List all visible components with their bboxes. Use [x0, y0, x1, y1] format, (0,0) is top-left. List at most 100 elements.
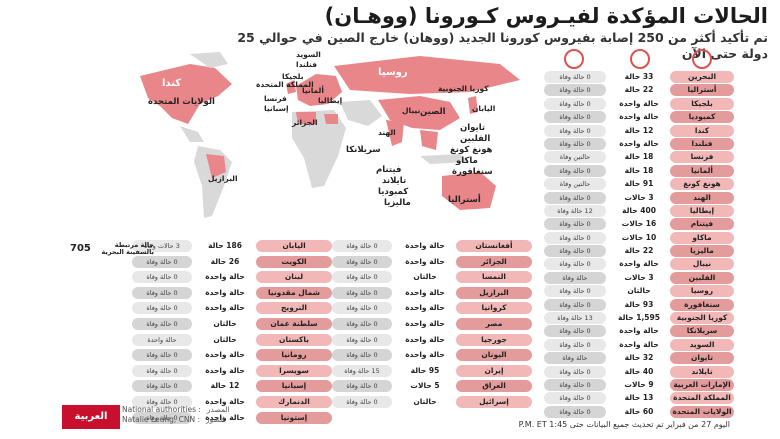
australia-shape [442, 172, 496, 210]
table-row: الإمارات العربية المتحدة 9 حالات 0 حالة وف… [534, 378, 734, 401]
country-cell: إيطاليا [670, 204, 734, 217]
photo-key: الصور [205, 415, 225, 424]
cases-cell: 22 حالة [624, 85, 654, 95]
cases-cell: حالة واحدة [205, 412, 245, 422]
table-row: سنغافورة 93 حالة 0 حالة وفاة [534, 298, 734, 312]
deaths-cell: 0 حالة وفاة [544, 97, 606, 110]
update-footer: اليوم 27 من فبراير تم تحديث جميع البيانا… [518, 420, 730, 429]
cases-cell: حالة واحدة [205, 287, 245, 297]
table-row: الدنمارك حالة واحدة 0 حالة وفاة [132, 395, 332, 412]
country-cell: العراق [456, 380, 532, 393]
deaths-cell: حالة وفاة [544, 271, 606, 284]
cases-cell: 18 حالة [624, 152, 654, 162]
country-cell: اليابان [256, 240, 332, 252]
map-label-france: فرنسا [264, 94, 287, 103]
country-cell: باكستان [256, 333, 332, 346]
deaths-cell: 0 حالة وفاة [544, 325, 606, 338]
country-cell: شمال مقدونيا [256, 286, 332, 299]
deaths-cell: 0 حالة وفاة [132, 349, 192, 362]
cases-cell: 18 حالة [624, 165, 654, 175]
country-cell: الجزائر [456, 255, 532, 268]
world-map-graphic [140, 52, 520, 218]
country-cell: أستراليا [670, 84, 734, 97]
table-row: أستراليا 22 حالة 0 حالة وفاة [534, 84, 734, 97]
deaths-cell: 0 حالة وفاة [544, 218, 606, 231]
cases-cell: حالة واحدة [405, 318, 445, 328]
cases-cell: 10 حالات [621, 232, 657, 242]
table-row: رومانيا حالة واحدة 0 حالة وفاة [132, 349, 332, 365]
table-row: الولايات المتحدة 60 حالة 0 حالة وفاة [534, 405, 734, 419]
country-cell: النمسا [456, 271, 532, 284]
table-row: إيران 95 حالة 15 حالة وفاة [332, 364, 532, 381]
map-label-spain: إسبانيا [264, 104, 289, 113]
cases-cell: حالة واحدة [405, 256, 445, 266]
source-credits: National authorities : المصدر Natalie Leu… [122, 405, 230, 425]
deaths-cell: 0 حالة وفاة [544, 111, 606, 124]
table-row: بلجيكا حالة واحدة 0 حالة وفاة [534, 97, 734, 111]
map-label-nepal: نيبال [402, 106, 421, 115]
deaths-cell: 0 حالة وفاة [132, 411, 192, 424]
map-label-hongkong: هونغ كونغ [450, 145, 493, 155]
country-cell: سنغافورة [670, 298, 734, 311]
cases-cell: 26 حالة [210, 256, 240, 266]
country-cell: بلجيكا [670, 97, 734, 110]
cases-cell: حالتان [213, 318, 237, 328]
table-row: السويد حالة واحدة 0 حالة وفاة [534, 338, 734, 352]
cases-cell: 32 حالة [624, 353, 654, 363]
map-label-taiwan: تايوان [460, 123, 486, 133]
source-key: المصدر [206, 405, 230, 414]
table-row: فنلندا حالة واحدة 0 حالة وفاة [534, 137, 734, 151]
country-cell: مصر [456, 317, 532, 330]
deaths-cell: 0 حالة وفاة [332, 333, 392, 346]
cruise-ship-note: 705 حالة مرتبطة بالسفينة البحرية [66, 242, 154, 256]
page-subtitle: تم تأكيد أكثر من 250 إصابة بفيروس كورونا… [237, 30, 768, 61]
table-row: جورجيا حالة واحدة 0 حالة وفاة [332, 333, 532, 350]
uk-shape [286, 80, 296, 94]
russia-shape [334, 56, 520, 94]
southeast-asia-shape [420, 130, 438, 150]
deaths-cell: 0 حالة وفاة [544, 338, 606, 351]
japan-shape [468, 96, 478, 114]
country-cell: أفغانستان [456, 240, 532, 252]
table-header-icons [534, 47, 734, 71]
algeria-shape [296, 112, 316, 124]
central-america-shape [180, 126, 204, 142]
cases-cell: حالة واحدة [405, 303, 445, 313]
deaths-cell: 0 حالة وفاة [544, 365, 606, 378]
cases-cell: 33 حالة [624, 72, 654, 81]
table-row: شمال مقدونيا حالة واحدة 0 حالة وفاة [132, 286, 332, 303]
table-row: روسيا حالتان 0 حالة وفاة [534, 285, 734, 298]
cases-cell: حالة واحدة [619, 326, 659, 336]
cases-cell: 40 حالة [624, 366, 654, 376]
deaths-cell: 0 حالة وفاة [332, 395, 392, 408]
country-cell: فنلندا [670, 137, 734, 150]
country-cell: النرويج [256, 302, 332, 315]
table-row: اليابان 186 حالة 3 حالات وفاة [132, 240, 332, 256]
cases-cell: حالة واحدة [405, 350, 445, 360]
cases-cell: 186 حالة [208, 241, 242, 250]
deaths-cell: حالة وفاة [544, 352, 606, 365]
map-label-philippines: الفلبين [460, 134, 491, 144]
cases-cell: حالة واحدة [205, 350, 245, 360]
cases-cell: 400 حالة [622, 205, 656, 215]
deaths-cell: 0 حالة وفاة [544, 245, 606, 258]
map-label-south-korea: كوريا الجنوبية [438, 84, 489, 93]
deaths-cell: حالتين وفاة [544, 178, 606, 191]
deaths-cell: حالتين وفاة [544, 151, 606, 164]
table-row: كندا 12 حالة 0 حالة وفاة [534, 124, 734, 138]
deaths-cell: 0 حالة وفاة [332, 240, 392, 252]
deaths-cell: 0 حالة وفاة [332, 380, 392, 393]
deaths-cell: 12 حالة وفاة [544, 204, 606, 217]
deaths-cell: 0 حالة وفاة [332, 271, 392, 284]
deaths-cell: 0 حالة وفاة [544, 392, 606, 405]
table-row: أفغانستان حالة واحدة 0 حالة وفاة [332, 240, 532, 256]
map-label-japan: اليابان [472, 104, 496, 113]
cases-cell: 22 حالة [624, 246, 654, 256]
country-cell: البحرين [670, 71, 734, 83]
map-label-germany: ألمانيا [302, 86, 324, 95]
cases-cell: حالة واحدة [619, 259, 659, 269]
country-cell: ماكاو [670, 231, 734, 244]
country-cell: المملكة المتحدة [670, 392, 734, 405]
deaths-cell: 0 حالة وفاة [332, 317, 392, 330]
country-cell: فرنسا [670, 151, 734, 164]
